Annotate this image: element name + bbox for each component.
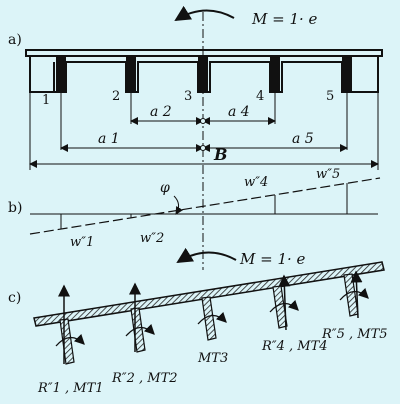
rotation-angle-label: φ — [160, 180, 170, 196]
girder-number-5: 5 — [326, 89, 334, 104]
reaction-label-1: R″1 , MT1 — [37, 381, 104, 396]
reaction-label-3: MT3 — [197, 351, 228, 366]
deflection-w5-label: w″5 — [316, 167, 340, 182]
dim-node-a1 — [200, 145, 206, 151]
girder-number-2: 2 — [112, 89, 120, 104]
dim-a2-label: a 2 — [150, 104, 172, 120]
dim-a1-label: a 1 — [98, 131, 120, 147]
girder-3-c — [201, 296, 217, 341]
reaction-label-4: R″4 , MT4 — [261, 339, 328, 354]
dim-width-label: B — [213, 145, 228, 164]
deck-slab-c — [33, 261, 385, 327]
girder-number-4: 4 — [256, 89, 264, 104]
rotation-angle-arc — [173, 195, 184, 215]
reaction-arrow-5 — [350, 270, 363, 319]
girder-number-1: 1 — [42, 93, 50, 108]
dim-node-a2 — [200, 118, 206, 124]
torsion-arc-3 — [197, 311, 227, 325]
girder-number-3: 3 — [184, 89, 192, 104]
deflection-w2-label: w″2 — [140, 231, 164, 246]
girder-4-c — [272, 285, 288, 329]
girder-2-a — [126, 56, 136, 92]
girder-4-a — [270, 56, 280, 92]
rotated-line — [29, 177, 381, 235]
reaction-label-5: R″5 , MT5 — [321, 327, 388, 342]
dim-a5-label: a 5 — [292, 131, 314, 147]
panel-c-label: c) — [8, 290, 21, 306]
girder-3-a — [198, 56, 208, 92]
moment-label-c: M = 1· e — [239, 250, 306, 268]
deflection-ordinates — [60, 183, 348, 229]
deflection-w4-label: w″4 — [244, 175, 268, 190]
panel-b-label: b) — [8, 200, 22, 216]
girder-1-a — [56, 56, 66, 92]
girder-5-a — [342, 56, 352, 92]
deck-slab-a — [25, 49, 383, 57]
girder-1-c — [59, 318, 75, 365]
dim-a4-label: a 4 — [228, 104, 250, 120]
reaction-label-2: R″2 , MT2 — [111, 371, 178, 386]
torsion-arc-5 — [339, 287, 369, 301]
moment-label-a: M = 1· e — [251, 10, 318, 28]
moment-arrow-c — [176, 247, 237, 264]
panel-a-label: a) — [8, 32, 22, 48]
deflection-w1-label: w″1 — [70, 235, 94, 250]
moment-arrow-a — [174, 5, 235, 22]
torsion-arc-2 — [125, 323, 155, 337]
torsion-arc-4 — [269, 299, 299, 313]
torsion-arc-1 — [55, 333, 85, 347]
